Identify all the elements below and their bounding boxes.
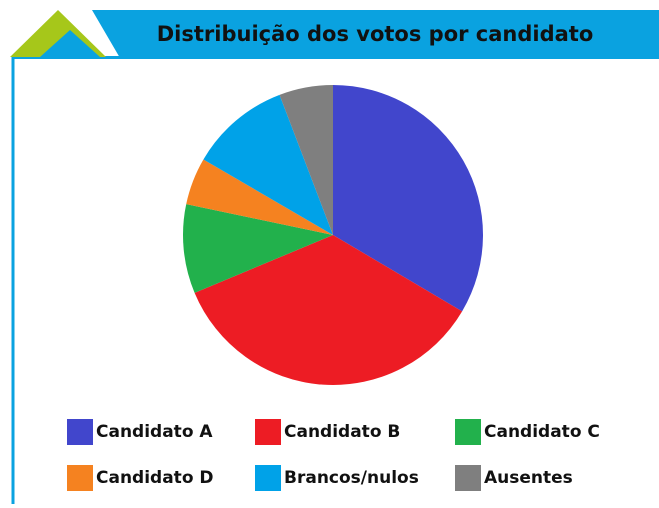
pie-slice	[194, 235, 463, 386]
pie-slice	[333, 85, 484, 312]
legend-swatch	[67, 419, 93, 445]
legend-swatch	[255, 419, 281, 445]
pie-slice	[203, 94, 333, 235]
pie-slice	[279, 85, 333, 235]
chart-title: Distribuição dos votos por candidato	[157, 22, 594, 46]
title-banner	[92, 10, 659, 58]
legend-swatch	[67, 465, 93, 491]
legend-swatch	[455, 419, 481, 445]
legend-label: Candidato D	[96, 468, 214, 488]
pie-slice	[183, 204, 333, 293]
legend-swatch	[455, 465, 481, 491]
pie-slice	[186, 159, 333, 235]
legend-label: Candidato B	[284, 422, 400, 442]
corner-triangle-inner	[40, 30, 100, 57]
legend-label: Candidato C	[484, 422, 600, 442]
legend-label: Brancos/nulos	[284, 468, 419, 488]
legend-swatch	[255, 465, 281, 491]
legend-label: Candidato A	[96, 422, 213, 442]
legend-label: Ausentes	[484, 468, 573, 488]
